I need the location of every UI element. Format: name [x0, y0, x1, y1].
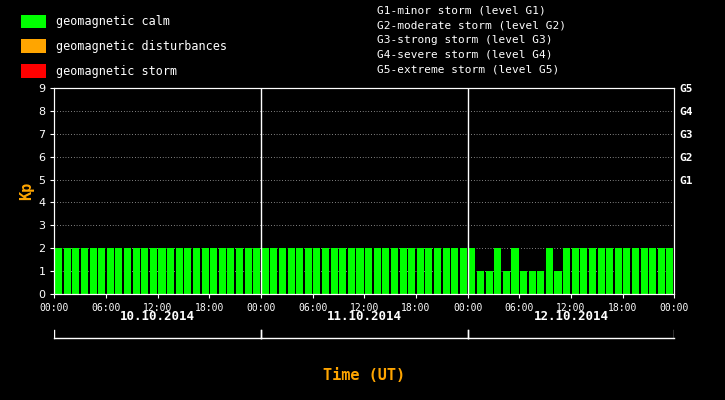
Bar — [632, 248, 639, 294]
Bar — [606, 248, 613, 294]
Bar — [262, 248, 269, 294]
Bar — [81, 248, 88, 294]
Bar — [666, 248, 674, 294]
Bar — [150, 248, 157, 294]
Bar — [641, 248, 647, 294]
Bar — [658, 248, 665, 294]
Bar — [193, 248, 200, 294]
Bar — [270, 248, 278, 294]
Bar — [236, 248, 243, 294]
Bar — [184, 248, 191, 294]
Bar — [288, 248, 294, 294]
Bar — [175, 248, 183, 294]
Bar — [580, 248, 587, 294]
Bar — [477, 271, 484, 294]
Bar — [244, 248, 252, 294]
FancyBboxPatch shape — [22, 64, 46, 78]
Bar — [210, 248, 217, 294]
Bar — [297, 248, 303, 294]
Bar — [555, 271, 562, 294]
Bar — [486, 271, 493, 294]
Bar — [597, 248, 605, 294]
Bar — [546, 248, 553, 294]
Bar — [72, 248, 80, 294]
Bar — [503, 271, 510, 294]
Text: 11.10.2014: 11.10.2014 — [327, 310, 402, 323]
Text: 10.10.2014: 10.10.2014 — [120, 310, 195, 323]
Bar — [115, 248, 123, 294]
Bar — [202, 248, 209, 294]
Bar — [511, 248, 518, 294]
Bar — [90, 248, 96, 294]
Bar — [331, 248, 338, 294]
Bar — [279, 248, 286, 294]
Bar — [426, 248, 432, 294]
Bar — [55, 248, 62, 294]
Bar — [615, 248, 622, 294]
Text: geomagnetic storm: geomagnetic storm — [56, 64, 177, 78]
Bar — [141, 248, 149, 294]
Text: G4-severe storm (level G4): G4-severe storm (level G4) — [377, 50, 552, 60]
Bar — [572, 248, 579, 294]
Bar — [563, 248, 570, 294]
Bar — [529, 271, 536, 294]
Bar — [494, 248, 501, 294]
Bar — [339, 248, 347, 294]
Bar — [382, 248, 389, 294]
Bar — [624, 248, 631, 294]
Bar — [98, 248, 105, 294]
Bar — [434, 248, 441, 294]
Text: G5-extreme storm (level G5): G5-extreme storm (level G5) — [377, 64, 559, 74]
Bar — [133, 248, 140, 294]
Text: 12.10.2014: 12.10.2014 — [534, 310, 608, 323]
Bar — [537, 271, 544, 294]
Bar — [649, 248, 656, 294]
Bar — [589, 248, 596, 294]
Bar — [365, 248, 372, 294]
Bar — [442, 248, 450, 294]
FancyBboxPatch shape — [22, 40, 46, 53]
Bar — [373, 248, 381, 294]
Bar — [322, 248, 329, 294]
Bar — [107, 248, 114, 294]
Bar — [304, 248, 312, 294]
Bar — [399, 248, 407, 294]
Y-axis label: Kp: Kp — [19, 182, 34, 200]
Bar — [357, 248, 363, 294]
Text: G3-strong storm (level G3): G3-strong storm (level G3) — [377, 35, 552, 45]
Bar — [408, 248, 415, 294]
Bar — [228, 248, 234, 294]
Text: G2-moderate storm (level G2): G2-moderate storm (level G2) — [377, 20, 566, 30]
Bar — [159, 248, 165, 294]
Bar — [167, 248, 174, 294]
Text: geomagnetic disturbances: geomagnetic disturbances — [56, 40, 227, 53]
Bar — [124, 248, 131, 294]
Bar — [253, 248, 260, 294]
Bar — [64, 248, 71, 294]
Bar — [219, 248, 225, 294]
Bar — [313, 248, 320, 294]
Bar — [417, 248, 424, 294]
Bar — [520, 271, 527, 294]
Text: G1-minor storm (level G1): G1-minor storm (level G1) — [377, 5, 545, 15]
Text: Time (UT): Time (UT) — [323, 368, 405, 384]
Bar — [468, 248, 476, 294]
Bar — [391, 248, 398, 294]
Text: geomagnetic calm: geomagnetic calm — [56, 15, 170, 28]
Bar — [348, 248, 355, 294]
Bar — [451, 248, 458, 294]
Bar — [460, 248, 467, 294]
FancyBboxPatch shape — [22, 14, 46, 28]
